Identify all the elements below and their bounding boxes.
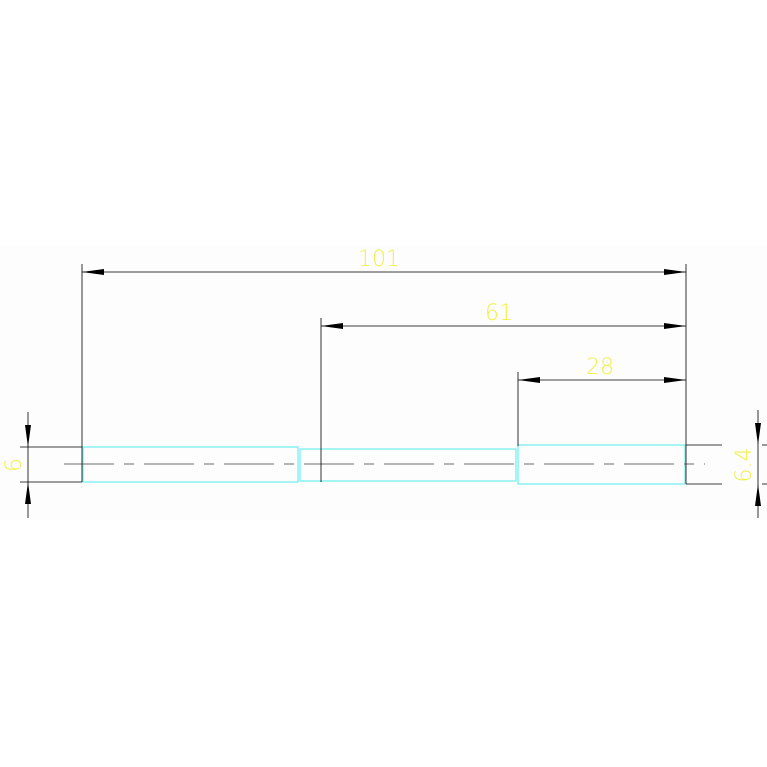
arrow-icon — [755, 484, 761, 506]
arrow-icon — [664, 377, 686, 383]
dim-text-right-diameter: 6.4 — [732, 448, 757, 483]
arrow-icon — [755, 423, 761, 445]
arrow-icon — [25, 425, 31, 447]
arrow-icon — [25, 482, 31, 504]
drawing-area — [0, 245, 767, 520]
arrow-icon — [82, 269, 104, 275]
arrow-icon — [321, 323, 343, 329]
dimension-arrows — [25, 269, 761, 506]
shaft-segment-middle — [299, 448, 517, 482]
arrow-icon — [664, 323, 686, 329]
dim-text-overall: 101 — [358, 247, 400, 272]
arrow-icon — [518, 377, 540, 383]
dim-text-middle: 61 — [485, 301, 513, 326]
dim-text-right: 28 — [586, 355, 614, 380]
arrow-icon — [664, 269, 686, 275]
dim-text-left-diameter: 6 — [2, 458, 27, 472]
